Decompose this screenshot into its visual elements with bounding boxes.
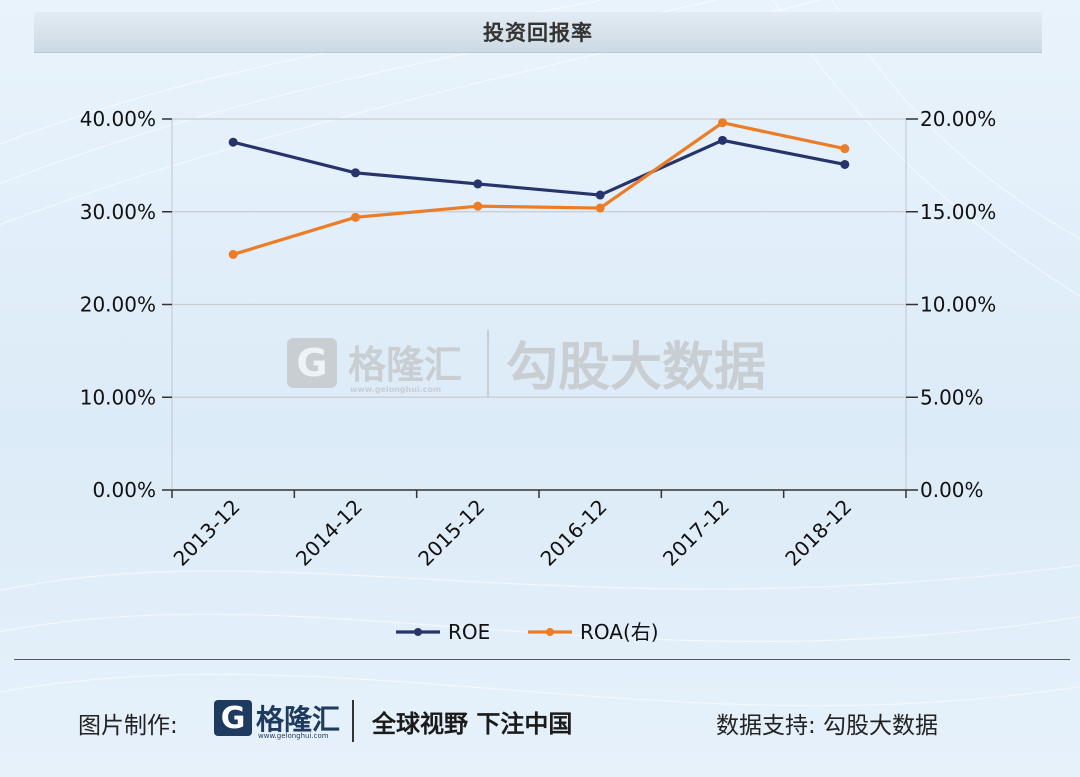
- roe-point: [228, 137, 238, 147]
- roe-point: [473, 179, 483, 189]
- left-axis-ticks: 0.00% 10.00% 20.00% 30.00% 40.00%: [80, 107, 172, 502]
- right-axis-ticks: 0.00% 5.00% 10.00% 15.00% 20.00%: [906, 107, 996, 502]
- roe-point: [595, 190, 605, 200]
- footer: 图片制作: G 格隆汇 www.gelonghui.com 全球视野 下注中国 …: [0, 690, 1080, 750]
- credit-label: 图片制作:: [78, 713, 178, 739]
- x-axis-ticks: 2013-12 2014-12 2015-12 2016-12 2017-12 2018-…: [169, 490, 907, 571]
- grid: [172, 118, 906, 398]
- right-tick-label: 5.00%: [920, 385, 984, 409]
- x-tick-label: 2014-12: [291, 495, 367, 571]
- watermark-product: 勾股大数据: [506, 338, 766, 398]
- watermark-brand: 格隆汇: [348, 343, 462, 387]
- left-tick-label: 0.00%: [92, 478, 156, 502]
- legend: ROE ROA(右): [396, 620, 659, 644]
- left-tick-label: 30.00%: [80, 200, 156, 224]
- watermark-url: www.gelonghui.com: [350, 385, 441, 394]
- roa-line: [232, 121, 846, 256]
- roe-point: [351, 168, 360, 178]
- watermark-logo-letter: G: [296, 341, 327, 385]
- logo-mark: G: [214, 700, 252, 736]
- roa-point: [228, 249, 238, 259]
- roa-point: [351, 212, 360, 222]
- roa-point: [595, 203, 605, 213]
- watermark-logo-mark: [287, 338, 337, 388]
- right-tick-label: 10.00%: [920, 293, 996, 317]
- logo-name: 格隆汇: [256, 703, 341, 736]
- left-tick-label: 20.00%: [80, 293, 156, 317]
- legend-roa-label: ROA(右): [580, 620, 659, 644]
- gelonghui-logo: G 格隆汇 www.gelonghui.com: [214, 698, 340, 744]
- title-bar: 投资回报率: [34, 12, 1042, 53]
- x-tick-label: 2018-12: [780, 495, 856, 571]
- legend-roe-marker: [414, 628, 422, 636]
- right-tick-label: 15.00%: [920, 200, 996, 224]
- roa-point: [718, 118, 727, 128]
- roa-point: [840, 144, 850, 154]
- x-tick-label: 2016-12: [536, 495, 612, 571]
- roa-point: [473, 201, 483, 211]
- x-tick-label: 2015-12: [413, 495, 489, 571]
- roe-point: [840, 159, 850, 169]
- chart-title: 投资回报率: [483, 21, 593, 45]
- data-support: 数据支持: 勾股大数据: [716, 713, 939, 739]
- footer-divider: [352, 700, 354, 742]
- roe-point: [718, 135, 727, 145]
- slogan: 全球视野 下注中国: [372, 710, 573, 738]
- footer-divider-line: [14, 659, 1070, 660]
- legend-roe-label: ROE: [448, 620, 490, 644]
- x-tick-label: 2017-12: [658, 495, 734, 571]
- left-tick-label: 40.00%: [80, 107, 156, 131]
- roe-line: [232, 138, 846, 197]
- series: [228, 118, 850, 259]
- left-tick-label: 10.00%: [80, 385, 156, 409]
- legend-roa-marker: [546, 628, 554, 636]
- right-tick-label: 20.00%: [920, 107, 996, 131]
- x-tick-label: 2013-12: [169, 495, 245, 571]
- right-tick-label: 0.00%: [920, 478, 984, 502]
- logo-url: www.gelonghui.com: [258, 732, 329, 740]
